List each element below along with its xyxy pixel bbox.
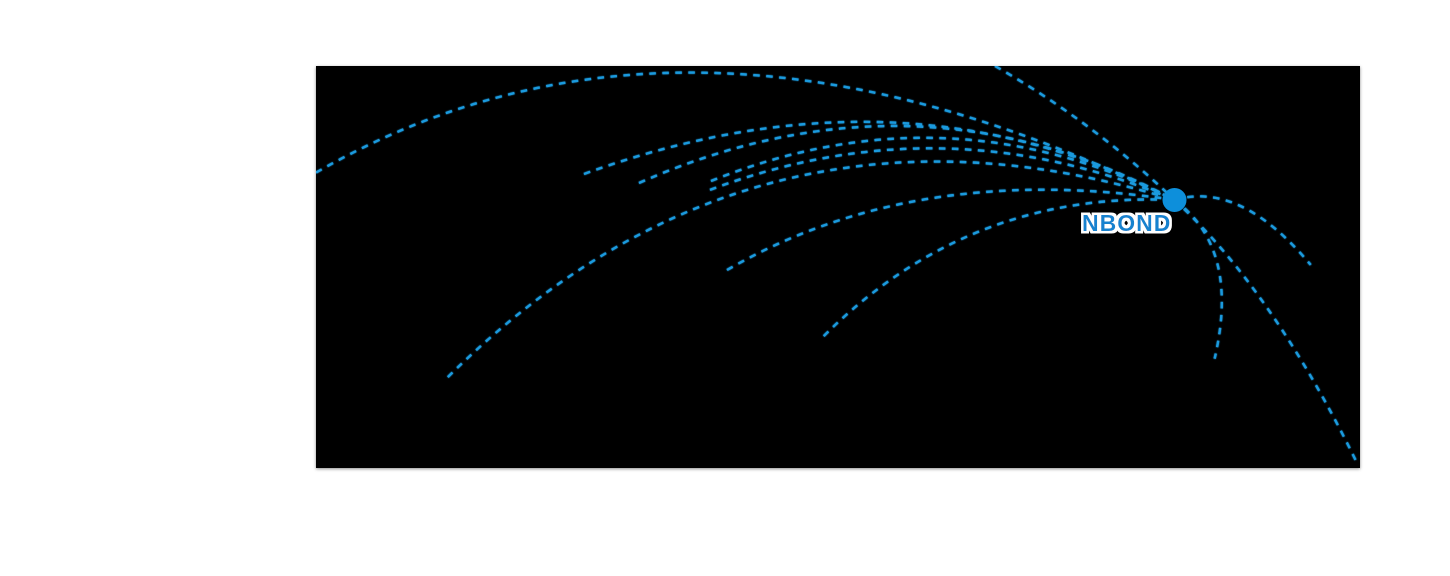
svg-text:NBOND: NBOND <box>1082 210 1171 236</box>
